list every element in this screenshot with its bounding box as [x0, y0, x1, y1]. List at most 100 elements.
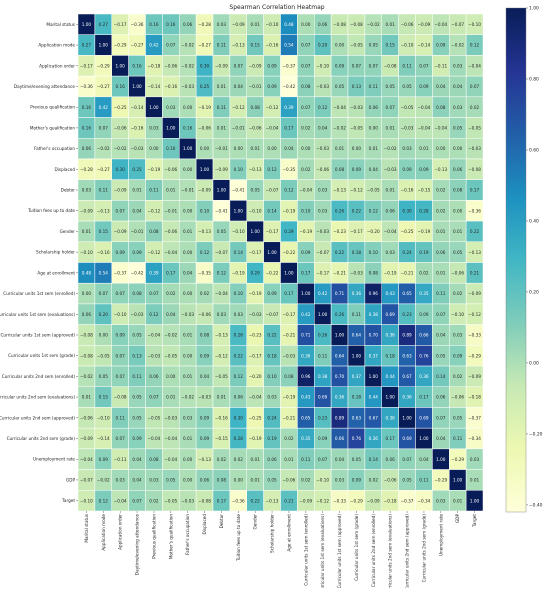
cell-value-label: 0.36 — [419, 374, 429, 379]
cell-value-label: 0.09 — [453, 353, 463, 358]
cell-value-label: −0.37 — [283, 63, 296, 68]
cell-value-label: 0.17 — [166, 270, 176, 275]
cell-value-label: 0.48 — [284, 22, 294, 27]
cell-value-label: 0.27 — [99, 22, 109, 27]
cell-value-label: 0.25 — [200, 84, 210, 89]
cell-value-label: 0.01 — [82, 229, 92, 234]
cell-value-label: 0.07 — [149, 291, 159, 296]
cell-value-label: 0.06 — [453, 167, 463, 172]
cell-value-label: 0.07 — [116, 374, 126, 379]
x-tick-label: Curricular units 2nd sem (enrolled) — [371, 514, 376, 588]
cell-value-label: 0.17 — [284, 291, 294, 296]
cell-value-label: 1.00 — [335, 333, 345, 338]
cell-value-label: 0.12 — [318, 105, 328, 110]
colorbar-tick-label: 0.40 — [529, 219, 539, 225]
cell-value-label: 0.07 — [301, 105, 311, 110]
cell-value-label: 0.02 — [436, 208, 446, 213]
cell-value-label: 0.03 — [149, 478, 159, 483]
y-tick-label: Displaced — [55, 167, 76, 172]
cell-value-label: −0.16 — [164, 84, 177, 89]
x-tick-label: Application mode — [101, 514, 106, 551]
cell-value-label: −0.06 — [451, 395, 464, 400]
x-tick-label: Previous qualification — [151, 514, 156, 559]
cell-value-label: 0.39 — [149, 270, 159, 275]
cell-value-label: −0.21 — [401, 270, 414, 275]
cell-value-label: 0.01 — [453, 229, 463, 234]
cell-value-label: −0.04 — [215, 291, 228, 296]
cell-value-label: −0.35 — [283, 167, 296, 172]
cell-value-label: 0.09 — [200, 353, 210, 358]
cell-value-label: −0.35 — [198, 270, 211, 275]
cell-value-label: 0.36 — [369, 436, 379, 441]
cell-value-label: −0.08 — [80, 353, 93, 358]
cell-value-label: −0.13 — [333, 188, 346, 193]
cell-value-label: 0.67 — [369, 415, 379, 420]
cell-value-label: −0.29 — [434, 478, 447, 483]
cell-value-label: 0.01 — [183, 436, 193, 441]
cell-value-label: 0.03 — [436, 498, 446, 503]
cell-value-label: 0.05 — [386, 84, 396, 89]
cell-value-label: 0.05 — [132, 333, 142, 338]
cell-value-label: −0.05 — [401, 105, 414, 110]
cell-value-label: 0.01 — [217, 126, 227, 131]
cell-value-label: 0.42 — [99, 105, 109, 110]
cell-value-label: 1.00 — [200, 167, 210, 172]
cell-value-label: 0.03 — [217, 22, 227, 27]
cell-value-label: 0.54 — [99, 270, 109, 275]
cell-value-label: 0.00 — [352, 146, 362, 151]
cell-value-label: 0.01 — [217, 84, 227, 89]
cell-value-label: −0.02 — [181, 63, 194, 68]
cell-value-label: −0.42 — [131, 270, 144, 275]
cell-value-label: 0.12 — [99, 498, 109, 503]
y-tick-label: Curricular units 2nd sem (grade) — [7, 436, 76, 441]
cell-value-label: 0.01 — [453, 498, 463, 503]
cell-value-label: 0.04 — [132, 478, 142, 483]
cell-value-label: −0.27 — [97, 84, 110, 89]
y-tick-label: Curricular units 1st sem (grade) — [8, 353, 75, 358]
cell-value-label: −0.33 — [468, 333, 481, 338]
cell-value-label: 0.01 — [436, 270, 446, 275]
cell-value-label: 0.11 — [419, 478, 429, 483]
y-axis-labels: Marital status Application mode Applicatio… — [0, 22, 78, 503]
cell-value-label: 0.11 — [352, 312, 362, 317]
cell-value-label: 0.09 — [99, 457, 109, 462]
cell-value-label: 0.08 — [149, 457, 159, 462]
cell-value-label: −0.09 — [418, 22, 431, 27]
cell-value-label: 0.07 — [116, 291, 126, 296]
cell-value-label: 0.00 — [267, 146, 277, 151]
cell-value-label: 0.17 — [386, 436, 396, 441]
cell-value-label: 0.08 — [132, 291, 142, 296]
cell-value-label: 0.04 — [419, 457, 429, 462]
x-tick-label: Curricular units 2nd sem (approved) — [405, 514, 410, 588]
cell-value-label: −0.06 — [384, 478, 397, 483]
cell-value-label: −0.04 — [148, 436, 161, 441]
cell-value-label: −0.17 — [114, 22, 127, 27]
cell-value-label: −0.12 — [350, 188, 363, 193]
cell-value-label: 0.29 — [251, 270, 261, 275]
cell-value-label: 0.37 — [352, 374, 362, 379]
y-tick-label: Age at enrollment — [37, 270, 75, 275]
cell-value-label: −0.06 — [164, 167, 177, 172]
cell-value-label: 0.14 — [369, 457, 379, 462]
cell-value-label: 0.23 — [402, 312, 412, 317]
cell-value-label: −0.09 — [249, 63, 262, 68]
cell-value-label: −0.22 — [266, 270, 279, 275]
cell-value-label: −0.14 — [131, 105, 144, 110]
cell-value-label: −0.23 — [333, 229, 346, 234]
cell-value-label: 0.17 — [284, 126, 294, 131]
cell-value-label: −0.14 — [97, 436, 110, 441]
cell-value-label: −0.09 — [215, 63, 228, 68]
cell-value-label: −0.18 — [148, 63, 161, 68]
cell-value-label: 1.00 — [116, 63, 126, 68]
cell-value-label: −0.03 — [316, 146, 329, 151]
cell-value-label: 0.08 — [251, 105, 261, 110]
cell-value-label: 0.18 — [352, 250, 362, 255]
cell-value-label: 0.06 — [149, 374, 159, 379]
cell-value-label: −0.25 — [249, 415, 262, 420]
cell-value-label: 0.07 — [352, 63, 362, 68]
cell-value-label: −0.29 — [468, 353, 481, 358]
cell-value-label: −0.36 — [468, 208, 481, 213]
cell-value-label: −0.07 — [266, 188, 279, 193]
cell-value-label: 0.23 — [318, 415, 328, 420]
cell-value-label: −0.12 — [148, 208, 161, 213]
